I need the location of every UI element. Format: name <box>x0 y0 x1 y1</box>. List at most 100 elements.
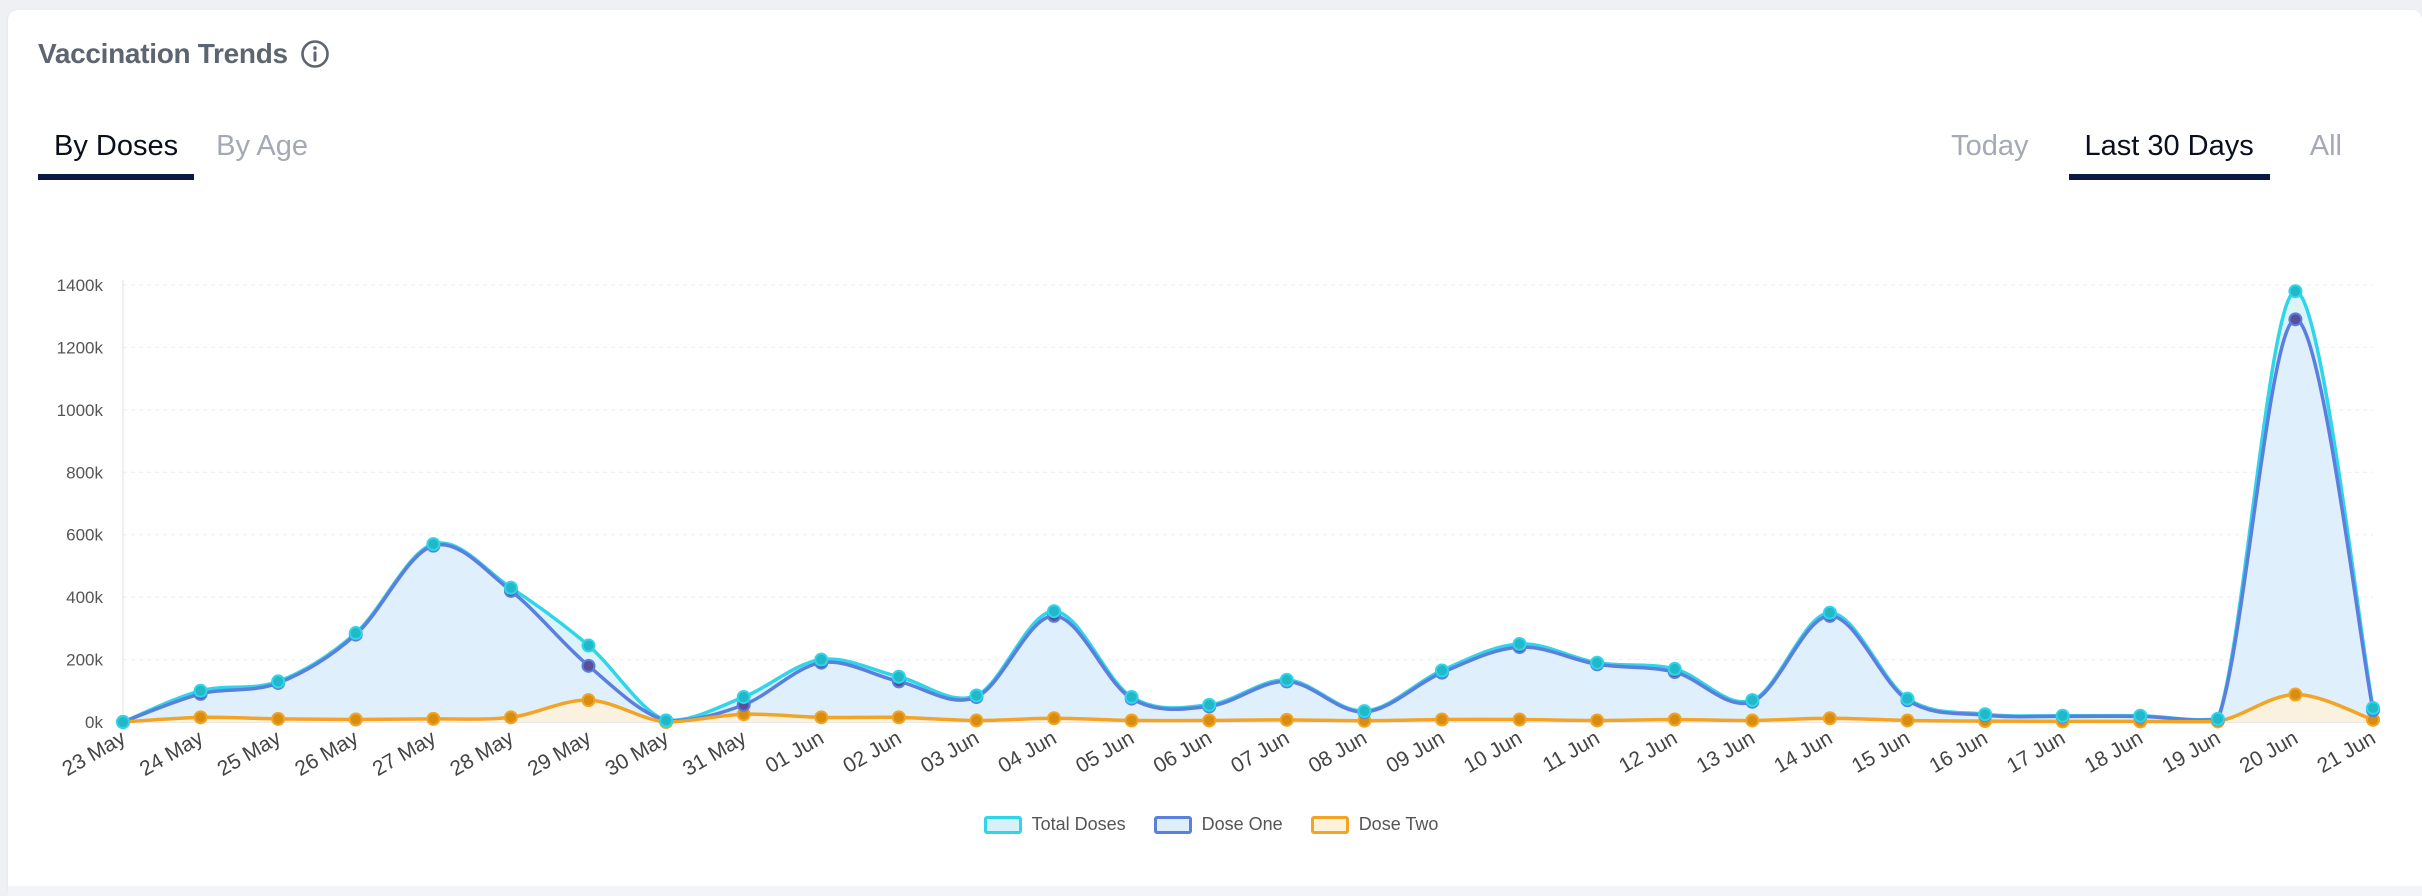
point-dose-two <box>426 711 441 726</box>
point-dose-two <box>814 710 829 725</box>
x-tick-label: 04 Jun <box>994 726 1060 777</box>
point-dose-two <box>1047 711 1062 726</box>
point-total-doses <box>1279 672 1294 687</box>
y-tick-label: 1200k <box>57 338 104 357</box>
point-dose-two <box>193 710 208 725</box>
point-dose-two <box>348 712 363 727</box>
legend-label-dose-two: Dose Two <box>1358 814 1439 834</box>
x-tick-label: 12 Jun <box>1615 726 1681 777</box>
point-total-doses <box>348 626 363 641</box>
point-dose-two <box>1900 713 1915 728</box>
point-dose-two <box>271 711 286 726</box>
point-dose-two <box>1512 712 1527 727</box>
legend-item-total-doses[interactable]: Total Doses <box>983 814 1126 835</box>
x-tick-label: 14 Jun <box>1770 726 1836 777</box>
x-tick-label: 03 Jun <box>917 726 983 777</box>
point-dose-two <box>1202 713 1217 728</box>
point-total-doses <box>1434 663 1449 678</box>
legend-item-dose-one[interactable]: Dose One <box>1153 814 1283 835</box>
point-total-doses <box>1590 655 1605 670</box>
y-tick-label: 600k <box>66 526 103 545</box>
x-tick-label: 10 Jun <box>1460 726 1526 777</box>
point-total-doses <box>193 683 208 698</box>
point-total-doses <box>891 669 906 684</box>
point-total-doses <box>503 580 518 595</box>
point-total-doses <box>116 715 130 729</box>
info-circle-icon[interactable] <box>300 39 330 69</box>
point-total-doses <box>1978 707 1993 722</box>
tab-by-doses[interactable]: By Doses <box>38 128 195 180</box>
point-dose-two <box>2288 687 2303 702</box>
metric-tabs: By Doses By Age <box>38 128 330 180</box>
x-tick-label: 13 Jun <box>1693 726 1759 777</box>
legend-label-dose-one: Dose One <box>1201 814 1283 834</box>
vaccination-trends-card <box>8 10 2422 896</box>
y-tick-label: 200k <box>66 651 103 670</box>
point-total-doses <box>2055 708 2070 723</box>
legend-swatch-dose-one <box>1153 815 1192 834</box>
point-dose-two <box>503 710 518 725</box>
point-total-doses <box>2288 284 2303 299</box>
point-total-doses <box>1667 661 1682 676</box>
legend-item-dose-two[interactable]: Dose Two <box>1310 814 1439 835</box>
x-tick-label: 31 May <box>679 726 751 781</box>
point-total-doses <box>1822 605 1837 620</box>
x-tick-label: 25 May <box>214 726 286 781</box>
point-dose-two <box>1434 712 1449 727</box>
point-total-doses <box>1745 693 1760 708</box>
x-tick-label: 17 Jun <box>2003 726 2069 777</box>
point-dose-two <box>1822 711 1837 726</box>
point-total-doses <box>1202 697 1217 712</box>
tab-today[interactable]: Today <box>1951 130 2029 162</box>
point-total-doses <box>1357 704 1372 719</box>
point-total-doses <box>1047 604 1062 619</box>
tab-by-age[interactable]: By Age <box>216 130 309 162</box>
x-tick-label: 18 Jun <box>2081 726 2147 777</box>
x-tick-label: 20 Jun <box>2236 726 2302 777</box>
x-tick-label: 07 Jun <box>1227 726 1293 777</box>
legend-label-total-doses: Total Doses <box>1031 814 1126 834</box>
point-total-doses <box>659 713 674 728</box>
point-total-doses <box>2210 711 2225 726</box>
card-bottom-edge <box>8 886 2422 896</box>
point-total-doses <box>1124 690 1139 705</box>
point-dose-two <box>1124 713 1139 728</box>
point-dose-two <box>1279 712 1294 727</box>
tab-last-30-days[interactable]: Last 30 Days <box>2068 128 2270 180</box>
x-tick-label: 21 Jun <box>2313 726 2379 777</box>
point-total-doses <box>271 674 286 689</box>
x-tick-label: 29 May <box>524 726 596 781</box>
area-dose-two <box>123 694 2373 722</box>
chart-legend: Total Doses Dose One Dose Two <box>0 814 2422 835</box>
period-tabs: Today Last 30 Days All <box>1911 128 2358 180</box>
point-total-doses <box>2366 700 2380 715</box>
point-dose-two <box>1745 713 1760 728</box>
x-tick-label: 26 May <box>291 726 363 781</box>
point-total-doses <box>814 652 829 667</box>
y-tick-label: 800k <box>66 463 103 482</box>
x-tick-label: 15 Jun <box>1848 726 1914 777</box>
point-dose-two <box>891 710 906 725</box>
x-tick-label: 05 Jun <box>1072 726 1138 777</box>
point-total-doses <box>1512 636 1527 651</box>
point-dose-two <box>1667 712 1682 727</box>
x-tick-label: 19 Jun <box>2158 726 2224 777</box>
tab-all[interactable]: All <box>2309 130 2342 162</box>
x-tick-label: 28 May <box>446 726 518 781</box>
x-tick-label: 24 May <box>136 726 208 781</box>
point-total-doses <box>969 688 984 703</box>
x-tick-label: 08 Jun <box>1305 726 1371 777</box>
point-dose-two <box>581 693 596 708</box>
x-tick-label: 01 Jun <box>762 726 828 777</box>
point-dose-one <box>2288 312 2303 327</box>
x-tick-label: 09 Jun <box>1382 726 1448 777</box>
x-tick-label: 06 Jun <box>1150 726 1216 777</box>
area-dose-one <box>123 319 2373 722</box>
x-tick-label: 02 Jun <box>839 726 905 777</box>
x-tick-label: 27 May <box>369 726 441 781</box>
y-tick-label: 400k <box>66 588 103 607</box>
point-total-doses <box>581 638 596 653</box>
y-tick-label: 0k <box>85 713 103 732</box>
x-tick-label: 30 May <box>601 726 673 781</box>
